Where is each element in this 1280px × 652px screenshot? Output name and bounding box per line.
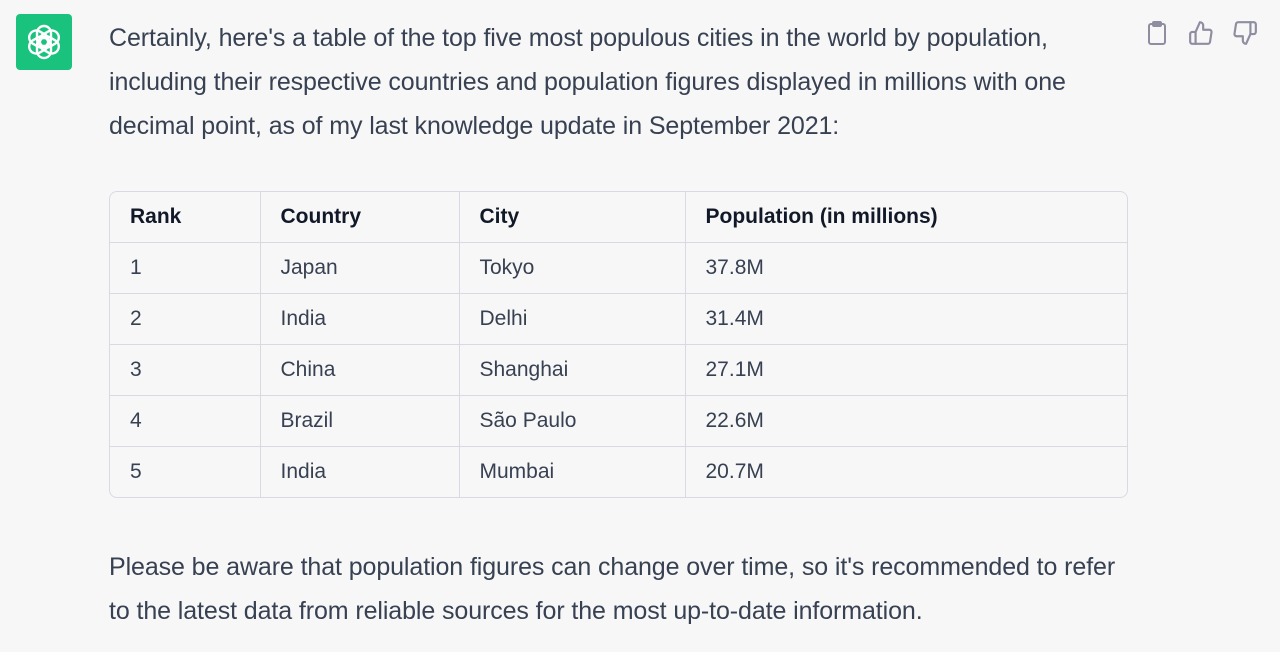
- cell-population: 20.7M: [705, 460, 764, 483]
- clipboard-icon: [1148, 21, 1166, 45]
- cell-country: India: [260, 293, 460, 345]
- cell-country: India: [260, 446, 460, 497]
- cell-rank: 3: [110, 344, 261, 396]
- assistant-avatar: [16, 14, 72, 70]
- copy-button[interactable]: [1142, 18, 1172, 48]
- header-rank: Rank: [110, 192, 261, 243]
- cell-rank: 1: [110, 242, 261, 294]
- cell-city: São Paulo: [459, 395, 686, 447]
- header-country: Country: [260, 192, 460, 243]
- cell-country: Japan: [260, 242, 460, 294]
- table-header-row: Rank Country City Population (in million…: [110, 192, 1127, 243]
- cell-rank: 5: [110, 446, 261, 497]
- openai-logo-icon: [28, 24, 60, 60]
- table-row: 3 China Shanghai 27.1M: [110, 344, 1127, 396]
- thumbs-up-icon: [1189, 21, 1213, 45]
- thumbs-down-button[interactable]: [1230, 18, 1260, 48]
- cell-population: 22.6M: [685, 395, 1127, 447]
- table-row: 4 Brazil São Paulo 22.6M: [110, 395, 1127, 447]
- cell-country: China: [260, 344, 460, 396]
- table-row: 5 India Mumbai 20.7M: [110, 446, 1127, 497]
- thumbs-up-button[interactable]: [1186, 18, 1216, 48]
- cell-city: Delhi: [459, 293, 686, 345]
- message-content: Certainly, here's a table of the top fiv…: [109, 16, 1129, 633]
- cell-city: Shanghai: [459, 344, 686, 396]
- table-row: 2 India Delhi 31.4M: [110, 293, 1127, 345]
- cell-population: 27.1M: [685, 344, 1127, 396]
- cell-city: Tokyo: [459, 242, 686, 294]
- cell-rank: 2: [110, 293, 261, 345]
- cell-city: Mumbai: [459, 446, 686, 497]
- thumbs-down-icon: [1233, 21, 1257, 45]
- cell-country: Brazil: [260, 395, 460, 447]
- message-actions: [1142, 18, 1260, 48]
- population-table: Rank Country City Population (in million…: [109, 191, 1128, 498]
- cell-population: 37.8M: [685, 242, 1127, 294]
- table: Rank Country City Population (in million…: [110, 192, 1127, 497]
- cell-population: 31.4M: [685, 293, 1127, 345]
- header-city: City: [459, 192, 686, 243]
- table-row: 1 Japan Tokyo 37.8M: [110, 242, 1127, 294]
- message-outro: Please be aware that population figures …: [109, 553, 1116, 625]
- header-population: Population (in millions): [685, 192, 1127, 243]
- cell-rank: 4: [110, 395, 261, 447]
- message-intro: Certainly, here's a table of the top fiv…: [109, 24, 1066, 140]
